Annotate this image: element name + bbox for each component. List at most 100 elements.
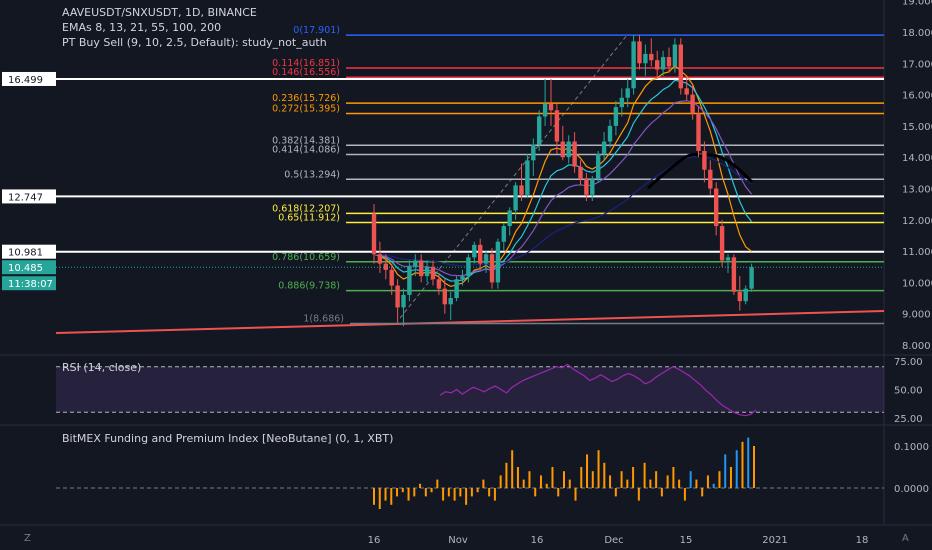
funding-bar — [614, 488, 617, 497]
funding-bar — [574, 488, 577, 501]
candle-body — [501, 226, 506, 242]
candle-body — [590, 179, 595, 195]
funding-tick-label: 0.0000 — [894, 484, 929, 495]
funding-bar — [511, 450, 514, 488]
candle-body — [489, 254, 495, 283]
fib-level-label: 1(8.686) — [303, 314, 344, 325]
candle-body — [377, 254, 383, 264]
candle-body — [519, 185, 524, 195]
candle-body — [560, 141, 565, 158]
fib-level-label: 0.236(15.726) — [272, 93, 340, 104]
candle-body — [454, 279, 459, 299]
funding-bar — [637, 488, 640, 501]
funding-bar — [447, 488, 450, 497]
x-tick-label: Nov — [448, 535, 468, 546]
ema-line — [373, 64, 752, 288]
channel-line — [399, 33, 629, 319]
candle-body — [749, 267, 754, 289]
funding-bar — [724, 454, 727, 488]
funding-label: BitMEX Funding and Premium Index [NeoBut… — [62, 432, 394, 445]
funding-bar — [683, 488, 686, 501]
candle-body — [395, 285, 400, 308]
funding-bar — [413, 488, 416, 497]
ema-line — [373, 79, 753, 282]
candle-body — [478, 244, 483, 264]
candle-body — [442, 288, 447, 305]
funding-bar — [419, 483, 422, 488]
candle-body — [507, 210, 512, 227]
funding-bar — [505, 462, 508, 488]
candle-body — [542, 103, 548, 117]
candle-body — [554, 110, 560, 142]
candle-body — [619, 97, 624, 108]
candle-body — [596, 154, 601, 180]
y-tick-label: 9.000 — [902, 310, 931, 321]
funding-bar — [551, 467, 554, 488]
funding-bar — [591, 471, 594, 488]
funding-bar — [655, 471, 658, 488]
funding-bar — [488, 488, 491, 497]
auto-scale-icon[interactable]: A — [902, 533, 909, 544]
funding-bar — [522, 479, 525, 488]
candle-body — [430, 266, 436, 280]
funding-bar — [649, 479, 652, 488]
price-badge — [2, 276, 56, 291]
candle-body — [572, 141, 577, 167]
price-badge — [2, 260, 56, 275]
candle-body — [466, 257, 471, 277]
funding-bar — [753, 446, 755, 488]
funding-bar — [603, 462, 606, 488]
y-tick-label: 14.000 — [902, 153, 932, 164]
funding-bar — [597, 450, 600, 488]
fib-level-label: 0.5(13.294) — [284, 169, 340, 180]
candle-body — [513, 185, 518, 211]
candle-body — [631, 41, 636, 89]
candle-body — [495, 241, 501, 283]
fib-level-label: 0.272(15.395) — [272, 104, 340, 115]
funding-bar — [643, 462, 646, 488]
funding-bar — [660, 488, 663, 497]
candle-body — [731, 257, 737, 292]
candle-body — [566, 141, 571, 158]
candle-body — [625, 88, 630, 98]
candle-body — [637, 41, 642, 64]
funding-bar — [689, 471, 692, 488]
funding-bar — [516, 467, 519, 488]
candle-body — [613, 107, 619, 126]
funding-bar — [465, 488, 468, 505]
candle-body — [584, 179, 589, 195]
funding-bar — [620, 471, 623, 488]
trendline — [55, 310, 885, 334]
funding-bar — [482, 479, 485, 488]
x-tick-label: 15 — [680, 535, 693, 546]
funding-bar — [384, 488, 387, 501]
funding-bar — [580, 467, 583, 488]
candle-body — [643, 53, 648, 64]
rsi-tick-label: 75.00 — [894, 357, 923, 368]
zoom-icon[interactable]: Z — [24, 533, 31, 544]
funding-bar — [666, 475, 669, 488]
x-tick-label: 18 — [856, 535, 869, 546]
y-tick-label: 13.000 — [902, 185, 932, 196]
y-tick-label: 10.000 — [902, 278, 932, 289]
funding-bar — [396, 488, 399, 497]
fib-level-label: 0.414(14.086) — [272, 145, 340, 156]
candle-body — [525, 160, 530, 195]
funding-bar — [672, 467, 675, 488]
price-badge — [2, 244, 56, 259]
y-tick-label: 8.000 — [902, 341, 931, 352]
price-badge-label: 16.499 — [8, 75, 43, 86]
candle-body — [607, 125, 613, 142]
fib-level-label: 0.146(16.556) — [272, 67, 340, 78]
funding-tick-label: 0.1000 — [894, 442, 929, 453]
candle-body — [460, 276, 465, 280]
funding-bar — [493, 488, 496, 501]
pt-buy-sell-label: PT Buy Sell (9, 10, 2.5, Default): study… — [62, 36, 327, 49]
funding-bar — [378, 488, 381, 509]
candle-body — [448, 298, 453, 305]
funding-bar — [499, 475, 502, 488]
candle-body — [537, 116, 542, 145]
candle-body — [702, 150, 707, 170]
